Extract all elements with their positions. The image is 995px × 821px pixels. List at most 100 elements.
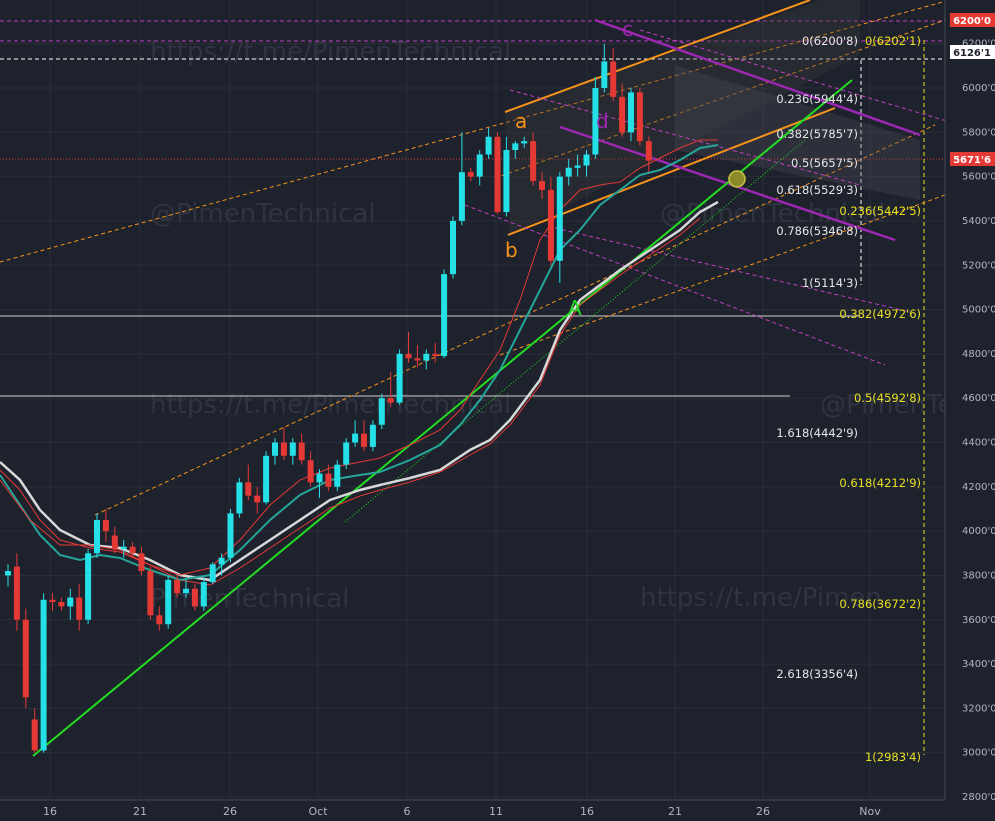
- fib-level-label: 0(6202'1): [865, 34, 921, 48]
- price-tag: 6200'0: [950, 13, 995, 27]
- x-tick-label: 21: [133, 805, 147, 818]
- candle-down: [102, 520, 109, 532]
- fib-level-label: 0.382(4972'6): [839, 307, 921, 321]
- y-tick-label: 2800'0: [962, 792, 995, 803]
- wave-label: A: [568, 296, 582, 320]
- candle-up: [183, 588, 189, 594]
- fib-labels: 0(6200'8) 0.236(5944'4) 0.382(5785'7) 0.5(5…: [776, 34, 921, 764]
- candle-up: [120, 546, 127, 549]
- candles: [5, 43, 652, 753]
- candle-up: [565, 167, 572, 177]
- candle-up: [378, 398, 385, 425]
- price-tag-box: [950, 45, 995, 59]
- price-tag-label: 6200'0: [953, 16, 991, 27]
- candle-up: [503, 150, 510, 213]
- candle-down: [325, 473, 332, 487]
- x-tick-label: Nov: [859, 805, 881, 818]
- trend-line-dotted: [344, 139, 806, 523]
- watermark-layer: https://t.me/PimenTechnical @PimenTechnic…: [150, 37, 995, 614]
- channel-line-dashed: [494, 19, 946, 179]
- y-tick-label: 4200'0: [962, 482, 995, 493]
- candle-down: [432, 353, 439, 357]
- candle-down: [254, 495, 261, 503]
- candle-up: [334, 464, 341, 487]
- watermark-text: @PimenTechnical: [150, 199, 376, 229]
- channel-line: [504, 0, 811, 113]
- y-tick-label: 4400'0: [962, 438, 995, 449]
- candle-down: [539, 181, 545, 190]
- y-tick-label: 3200'0: [962, 703, 995, 714]
- drawing-overlays: [0, 0, 961, 757]
- fib-level-label: 1(2983'4): [865, 750, 921, 764]
- channel-fill: [505, 0, 860, 235]
- candle-down: [280, 442, 287, 456]
- price-tag-box: [950, 152, 995, 166]
- candle-down: [530, 141, 537, 182]
- candle-down: [174, 579, 181, 594]
- watermark-text: https://t.me/Pimen: [640, 583, 882, 613]
- candle-down: [13, 566, 20, 620]
- candle-down: [610, 61, 617, 97]
- candle-down: [58, 602, 65, 607]
- x-tick-label: 26: [756, 805, 770, 818]
- touch-point-marker: [728, 170, 746, 188]
- fib-level-label: 0.5(5657'5): [791, 156, 858, 170]
- watermark-text: https://t.me/PimenTechnical: [150, 37, 511, 67]
- y-tick-label: 3400'0: [962, 659, 995, 670]
- fib-level-label: 0.236(5442'5): [839, 204, 921, 218]
- candle-down: [361, 433, 367, 447]
- price-tag-label: 5671'6: [953, 155, 991, 166]
- y-tick-label: 3000'0: [962, 748, 995, 759]
- candle-up: [40, 599, 47, 751]
- channel-line-dashed: [0, 0, 951, 263]
- candle-up: [67, 597, 74, 607]
- candle-down: [619, 96, 626, 133]
- candle-up: [450, 220, 456, 275]
- fib-level-label: 0.236(5944'4): [776, 92, 858, 106]
- y-tick-label: 5800'0: [962, 127, 995, 138]
- x-tick-label: 11: [489, 805, 503, 818]
- candle-up: [556, 176, 563, 261]
- ma-line-fast: [0, 144, 719, 582]
- channel-line-dashed: [499, 194, 946, 356]
- x-tick-label: 16: [43, 805, 57, 818]
- wave-label: a: [515, 109, 527, 133]
- candle-up: [5, 571, 11, 576]
- candle-down: [129, 546, 136, 554]
- x-axis[interactable]: 16 21 26 Oct 6 11 16 21 26 Nov: [0, 799, 945, 818]
- y-tick-label: 3800'0: [962, 570, 995, 581]
- x-tick-label: 21: [668, 805, 682, 818]
- y-axis[interactable]: 2800'0 3000'0 3200'0 3400'0 3600'0 3800'0 4000…: [944, 0, 995, 821]
- channel-line-dashed: [94, 124, 936, 516]
- candle-up: [369, 424, 376, 447]
- candle-up: [458, 172, 465, 221]
- y-tick-label: 5000'0: [962, 305, 995, 316]
- candle-down: [414, 358, 421, 361]
- fib-level-label: 0.618(5529'3): [776, 183, 858, 197]
- candle-up: [209, 564, 216, 583]
- candle-up: [218, 557, 225, 565]
- candle-up: [272, 442, 278, 456]
- fib-level-label: 1(5114'3): [802, 276, 858, 290]
- candle-up: [396, 353, 403, 403]
- ma-line-slow: [0, 200, 719, 582]
- candle-down: [147, 571, 154, 616]
- y-tick-label: 3600'0: [962, 615, 995, 626]
- candle-down: [138, 553, 145, 572]
- y-tick-label: 4000'0: [962, 526, 995, 537]
- candle-down: [22, 619, 29, 698]
- fib-level-label: 0(6200'8): [802, 34, 858, 48]
- wave-label: d: [596, 109, 609, 133]
- candle-up: [592, 88, 599, 155]
- candle-up: [574, 165, 581, 168]
- candle-down: [156, 615, 163, 625]
- horizontal-levels: [0, 20, 945, 755]
- fib-level-label: 1.618(4442'9): [776, 426, 858, 440]
- candle-up: [165, 579, 172, 625]
- candle-down: [49, 599, 56, 603]
- wave-labels: a b c d A: [505, 17, 633, 320]
- y-tick-label: 5600'0: [962, 172, 995, 183]
- candle-up: [200, 582, 207, 607]
- candle-down: [298, 442, 305, 461]
